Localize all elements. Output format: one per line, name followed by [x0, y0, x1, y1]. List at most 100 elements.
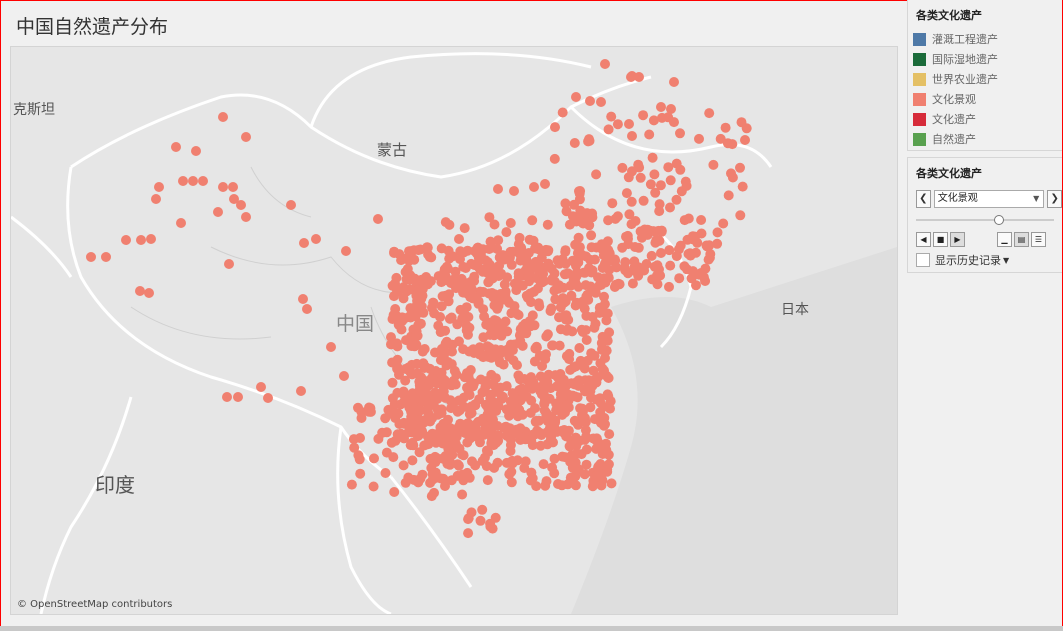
heritage-point[interactable]: [224, 259, 234, 269]
heritage-point[interactable]: [680, 176, 691, 187]
heritage-point[interactable]: [502, 295, 513, 306]
heritage-point[interactable]: [579, 434, 590, 445]
heritage-point[interactable]: [587, 208, 598, 219]
heritage-point[interactable]: [432, 394, 443, 404]
heritage-point[interactable]: [633, 242, 644, 253]
heritage-point[interactable]: [577, 327, 588, 337]
heritage-point[interactable]: [573, 232, 584, 243]
heritage-point[interactable]: [493, 298, 504, 309]
heritage-point[interactable]: [555, 302, 566, 313]
heritage-point[interactable]: [624, 209, 635, 220]
heritage-point[interactable]: [326, 342, 336, 352]
heritage-point[interactable]: [507, 455, 518, 466]
heritage-point[interactable]: [437, 373, 448, 384]
heritage-point[interactable]: [488, 379, 499, 390]
heritage-point[interactable]: [500, 316, 511, 327]
heritage-point[interactable]: [485, 236, 496, 247]
heritage-point[interactable]: [198, 176, 208, 186]
heritage-point[interactable]: [429, 487, 439, 498]
heritage-point[interactable]: [222, 392, 232, 402]
heritage-point[interactable]: [542, 413, 553, 424]
heritage-point[interactable]: [504, 469, 515, 480]
heritage-point[interactable]: [566, 453, 577, 464]
heritage-point[interactable]: [700, 263, 711, 274]
heritage-point[interactable]: [530, 429, 540, 440]
heritage-point[interactable]: [656, 225, 667, 236]
heritage-point[interactable]: [392, 387, 403, 398]
heritage-point[interactable]: [580, 280, 591, 291]
heritage-point[interactable]: [578, 218, 589, 229]
heritage-point[interactable]: [508, 398, 519, 409]
heritage-point[interactable]: [414, 376, 425, 387]
heritage-point[interactable]: [455, 254, 465, 265]
heritage-point[interactable]: [527, 310, 538, 321]
heritage-point[interactable]: [623, 233, 633, 244]
heritage-point[interactable]: [400, 477, 411, 488]
heritage-point[interactable]: [256, 382, 266, 392]
map-attribution[interactable]: © OpenStreetMap contributors: [17, 599, 173, 610]
legend-item[interactable]: 文化景观: [908, 89, 1062, 109]
heritage-point[interactable]: [539, 389, 549, 400]
heritage-point[interactable]: [519, 463, 530, 473]
heritage-point[interactable]: [380, 413, 391, 424]
heritage-point[interactable]: [543, 246, 553, 257]
legend-item[interactable]: 文化遗产: [908, 109, 1062, 129]
heritage-point[interactable]: [682, 234, 693, 245]
heritage-point[interactable]: [446, 312, 457, 323]
heritage-point[interactable]: [534, 301, 545, 312]
heritage-point[interactable]: [554, 280, 564, 291]
heritage-point[interactable]: [299, 238, 309, 248]
heritage-point[interactable]: [437, 453, 448, 464]
heritage-point[interactable]: [493, 184, 503, 194]
heritage-point[interactable]: [542, 329, 553, 340]
heritage-point[interactable]: [740, 135, 750, 145]
heritage-point[interactable]: [665, 175, 676, 186]
heritage-point[interactable]: [506, 259, 517, 270]
heritage-point[interactable]: [570, 256, 581, 267]
heritage-point[interactable]: [723, 190, 734, 201]
heritage-point[interactable]: [609, 254, 620, 265]
heritage-point[interactable]: [506, 477, 517, 488]
heritage-point[interactable]: [527, 215, 538, 226]
heritage-point[interactable]: [459, 401, 470, 412]
heritage-point[interactable]: [542, 219, 553, 230]
legend-item[interactable]: 国际湿地遗产: [908, 49, 1062, 69]
heritage-point[interactable]: [669, 77, 679, 87]
heritage-point[interactable]: [626, 196, 637, 207]
heritage-point[interactable]: [511, 308, 522, 319]
heritage-point[interactable]: [464, 409, 475, 420]
heritage-point[interactable]: [487, 288, 497, 298]
heritage-point[interactable]: [648, 226, 659, 237]
heritage-point[interactable]: [645, 179, 656, 190]
heritage-point[interactable]: [663, 162, 674, 173]
heritage-point[interactable]: [570, 432, 581, 443]
heritage-point[interactable]: [573, 464, 584, 475]
heritage-point[interactable]: [569, 138, 580, 148]
heritage-point[interactable]: [569, 199, 579, 210]
heritage-point[interactable]: [373, 433, 384, 444]
heritage-point[interactable]: [580, 208, 591, 219]
heritage-point[interactable]: [617, 242, 628, 253]
heritage-point[interactable]: [649, 169, 660, 180]
heritage-point[interactable]: [604, 429, 615, 440]
heritage-point[interactable]: [651, 235, 662, 245]
heritage-point[interactable]: [470, 419, 481, 430]
heritage-point[interactable]: [526, 297, 536, 308]
heritage-point[interactable]: [481, 461, 492, 472]
heritage-point[interactable]: [218, 182, 228, 192]
heritage-point[interactable]: [671, 194, 682, 205]
heritage-point[interactable]: [484, 412, 495, 422]
heritage-point[interactable]: [538, 459, 549, 470]
heritage-point[interactable]: [599, 307, 610, 318]
heritage-point[interactable]: [415, 386, 426, 397]
heritage-point[interactable]: [421, 415, 432, 426]
heritage-point[interactable]: [463, 329, 473, 340]
heritage-point[interactable]: [577, 296, 588, 307]
heritage-point[interactable]: [483, 277, 494, 288]
heritage-point[interactable]: [446, 424, 457, 435]
map-canvas[interactable]: [11, 47, 897, 614]
show-history-toggle[interactable]: 显示历史记录 ▼: [916, 252, 1062, 268]
heritage-point[interactable]: [607, 198, 618, 209]
heritage-point[interactable]: [560, 258, 571, 269]
heritage-point[interactable]: [436, 343, 447, 354]
